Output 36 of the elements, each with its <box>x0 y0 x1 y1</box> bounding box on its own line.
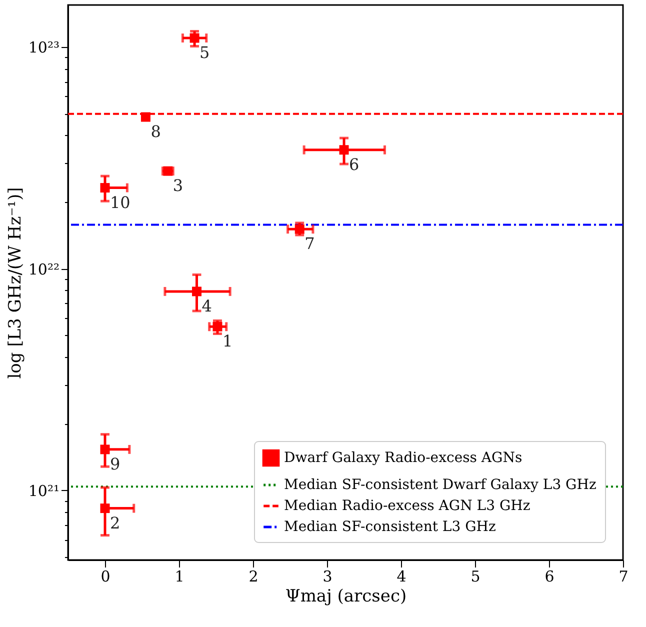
annotation: 2 <box>110 513 120 532</box>
annotation: 8 <box>150 122 161 142</box>
annotation: 10 <box>110 192 130 212</box>
point <box>294 224 304 234</box>
x-tick-label: 5 <box>470 568 480 586</box>
x-tick-label: 4 <box>396 568 406 586</box>
point <box>100 183 110 193</box>
legend-label: Dwarf Galaxy Radio-excess AGNs <box>284 450 522 466</box>
point <box>140 112 150 122</box>
x-tick-label: 2 <box>248 568 258 586</box>
annotation: 3 <box>172 176 184 196</box>
annotation: 4 <box>202 296 212 316</box>
annotation: 1 <box>222 332 233 351</box>
y-tick-label: 10²² <box>28 260 60 278</box>
ref-line-label: Median SF-consistent Dwarf Galaxy L3 GHz <box>284 477 596 493</box>
x-axis-title: Ψmaj (arcsec) <box>285 586 407 606</box>
point <box>190 33 200 43</box>
y-axis-title: log [L3 GHz/(W Hz⁻¹)] <box>5 187 26 379</box>
point <box>339 145 349 155</box>
annotation: 9 <box>110 454 120 474</box>
x-tick-label: 1 <box>174 568 184 586</box>
legend-label: Median SF-consistent L3 GHz <box>284 519 496 535</box>
point <box>192 286 202 296</box>
x-tick-label: 0 <box>100 568 110 586</box>
point <box>100 504 110 514</box>
annotation: 5 <box>200 43 210 62</box>
annotation: 7 <box>304 234 315 254</box>
x-tick-label: 6 <box>544 568 554 586</box>
x-tick-label: 3 <box>322 568 332 586</box>
point <box>100 444 110 454</box>
annotation: 6 <box>349 154 360 174</box>
x-tick-label: 7 <box>618 568 628 586</box>
y-tick-label: 10²¹ <box>28 482 60 500</box>
legend-label: Median Radio-excess AGN L3 GHz <box>284 498 530 514</box>
point <box>212 322 222 332</box>
y-tick-label: 10²³ <box>28 38 60 57</box>
